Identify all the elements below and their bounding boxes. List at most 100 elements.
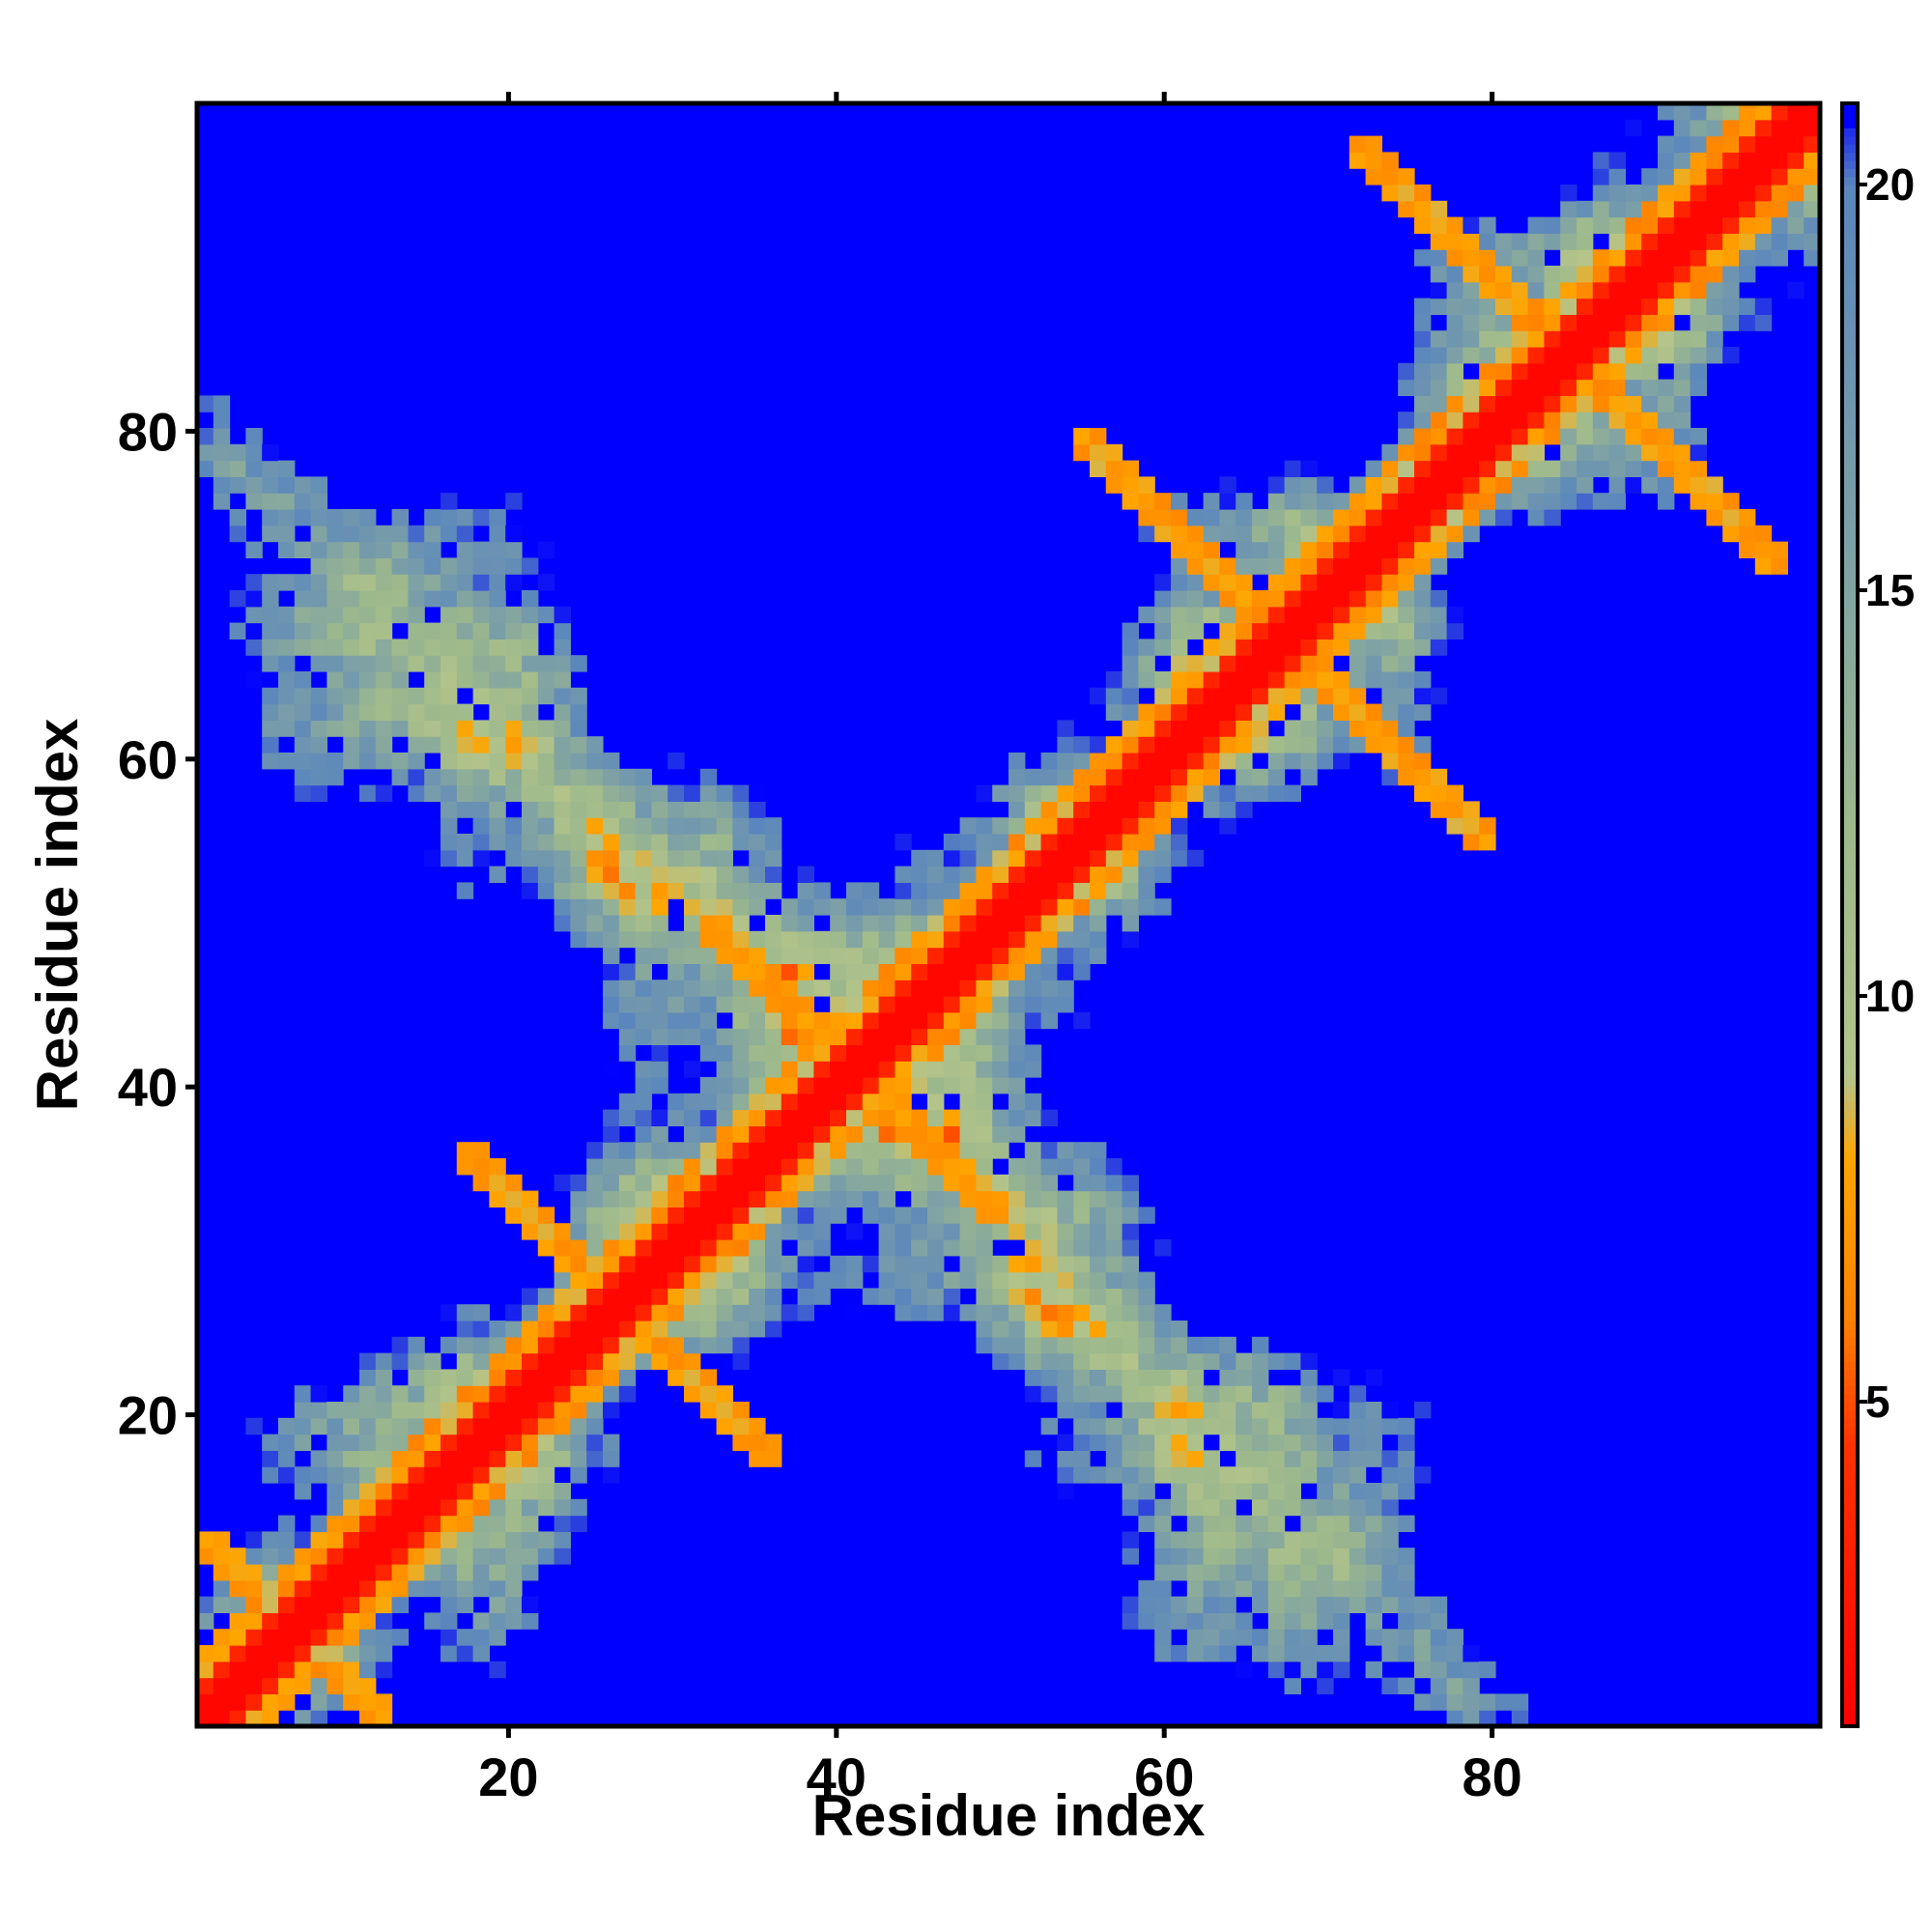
- heatmap-cell: [1398, 606, 1415, 624]
- heatmap-cell: [1203, 1352, 1220, 1370]
- heatmap-cell: [603, 1321, 620, 1338]
- heatmap-cell: [213, 1579, 231, 1598]
- heatmap-cell: [878, 1011, 895, 1030]
- heatmap-cell: [1446, 606, 1463, 624]
- heatmap-cell: [1673, 428, 1691, 445]
- heatmap-cell: [570, 817, 587, 835]
- heatmap-cell: [245, 1710, 263, 1727]
- heatmap-cell: [1219, 1548, 1236, 1565]
- heatmap-cell: [862, 1061, 880, 1078]
- heatmap-cell: [618, 930, 637, 949]
- heatmap-cell: [1105, 1434, 1123, 1451]
- colorbar-segment: [1842, 890, 1858, 899]
- heatmap-cell: [1446, 443, 1463, 462]
- heatmap-cell: [1414, 216, 1432, 234]
- heatmap-cell: [943, 866, 961, 883]
- heatmap-cell: [943, 1158, 961, 1176]
- heatmap-cell: [651, 1352, 668, 1370]
- colorbar-segment: [1842, 646, 1858, 656]
- heatmap-cell: [391, 639, 409, 656]
- heatmap-cell: [440, 703, 458, 721]
- heatmap-cell: [1236, 574, 1253, 591]
- heatmap-cell: [522, 1417, 539, 1435]
- heatmap-cell: [262, 1710, 279, 1727]
- heatmap-cell: [472, 541, 490, 558]
- heatmap-cell: [813, 898, 831, 916]
- heatmap-cell: [440, 784, 458, 802]
- heatmap-cell: [651, 801, 668, 818]
- heatmap-cell: [618, 1142, 637, 1159]
- heatmap-cell: [943, 1044, 961, 1062]
- heatmap-cell: [1673, 103, 1691, 121]
- heatmap-cell: [262, 687, 279, 705]
- heatmap-cell: [862, 1093, 880, 1111]
- colorbar-segment: [1842, 379, 1858, 388]
- heatmap-cell: [570, 687, 587, 705]
- heatmap-cell: [343, 574, 360, 591]
- heatmap-cell: [1317, 1515, 1334, 1532]
- heatmap-cell: [359, 1498, 377, 1517]
- heatmap-cell: [1236, 784, 1253, 802]
- heatmap-cell: [1073, 1223, 1091, 1240]
- heatmap-cell: [391, 606, 409, 624]
- heatmap-cell: [1171, 1596, 1188, 1613]
- heatmap-cell: [716, 1061, 733, 1078]
- heatmap-cell: [1186, 1434, 1205, 1451]
- heatmap-cell: [408, 541, 425, 558]
- heatmap-cell: [1267, 1385, 1286, 1403]
- heatmap-cell: [716, 1028, 733, 1045]
- heatmap-cell: [1398, 1629, 1415, 1646]
- heatmap-cell: [618, 817, 637, 835]
- heatmap-cell: [472, 1142, 490, 1159]
- heatmap-cell: [1138, 1288, 1155, 1305]
- heatmap-cell: [1430, 443, 1448, 462]
- heatmap-cell: [424, 590, 441, 608]
- heatmap-cell: [554, 1483, 571, 1500]
- heatmap-cell: [1040, 1011, 1058, 1030]
- heatmap-cell: [1658, 233, 1675, 250]
- heatmap-cell: [716, 930, 733, 949]
- heatmap-cell: [749, 1255, 766, 1273]
- heatmap-cell: [1236, 720, 1253, 737]
- heatmap-cell: [570, 1369, 587, 1386]
- heatmap-cell: [213, 1661, 231, 1679]
- heatmap-cell: [1284, 655, 1301, 672]
- heatmap-cell: [1560, 460, 1577, 477]
- heatmap-cell: [1267, 639, 1286, 656]
- heatmap-cell: [343, 525, 360, 543]
- colorbar-segment: [1842, 1150, 1858, 1159]
- heatmap-cell: [813, 1125, 831, 1143]
- heatmap-cell: [1138, 720, 1155, 737]
- heatmap-cell: [1641, 266, 1659, 283]
- heatmap-cell: [927, 996, 945, 1013]
- heatmap-cell: [1527, 493, 1545, 510]
- heatmap-cell: [391, 1402, 409, 1419]
- heatmap-cell: [1479, 362, 1496, 381]
- heatmap-cell: [1171, 1564, 1188, 1581]
- heatmap-cell: [489, 671, 506, 689]
- heatmap-cell: [440, 768, 458, 786]
- heatmap-cell: [1203, 509, 1220, 526]
- heatmap-cell: [1203, 1596, 1220, 1613]
- heatmap-cell: [668, 1109, 685, 1126]
- heatmap-cell: [1105, 1352, 1123, 1370]
- heatmap-cell: [732, 1402, 750, 1419]
- heatmap-cell: [618, 996, 637, 1013]
- heatmap-cell: [554, 655, 571, 672]
- heatmap-cell: [1284, 574, 1301, 591]
- heatmap-cell: [456, 574, 474, 591]
- heatmap-cell: [781, 1044, 799, 1062]
- heatmap-cell: [1284, 1466, 1301, 1484]
- heatmap-cell: [1349, 1579, 1367, 1598]
- heatmap-cell: [1544, 379, 1561, 396]
- heatmap-cell: [765, 930, 782, 949]
- heatmap-cell: [830, 1044, 847, 1062]
- heatmap-cell: [586, 1142, 604, 1159]
- heatmap-cell: [651, 1142, 668, 1159]
- heatmap-cell: [375, 655, 393, 672]
- heatmap-cell: [278, 1531, 296, 1548]
- heatmap-cell: [1398, 1450, 1415, 1467]
- heatmap-cell: [1154, 639, 1172, 656]
- heatmap-cell: [327, 1531, 344, 1548]
- heatmap-cell: [489, 557, 506, 575]
